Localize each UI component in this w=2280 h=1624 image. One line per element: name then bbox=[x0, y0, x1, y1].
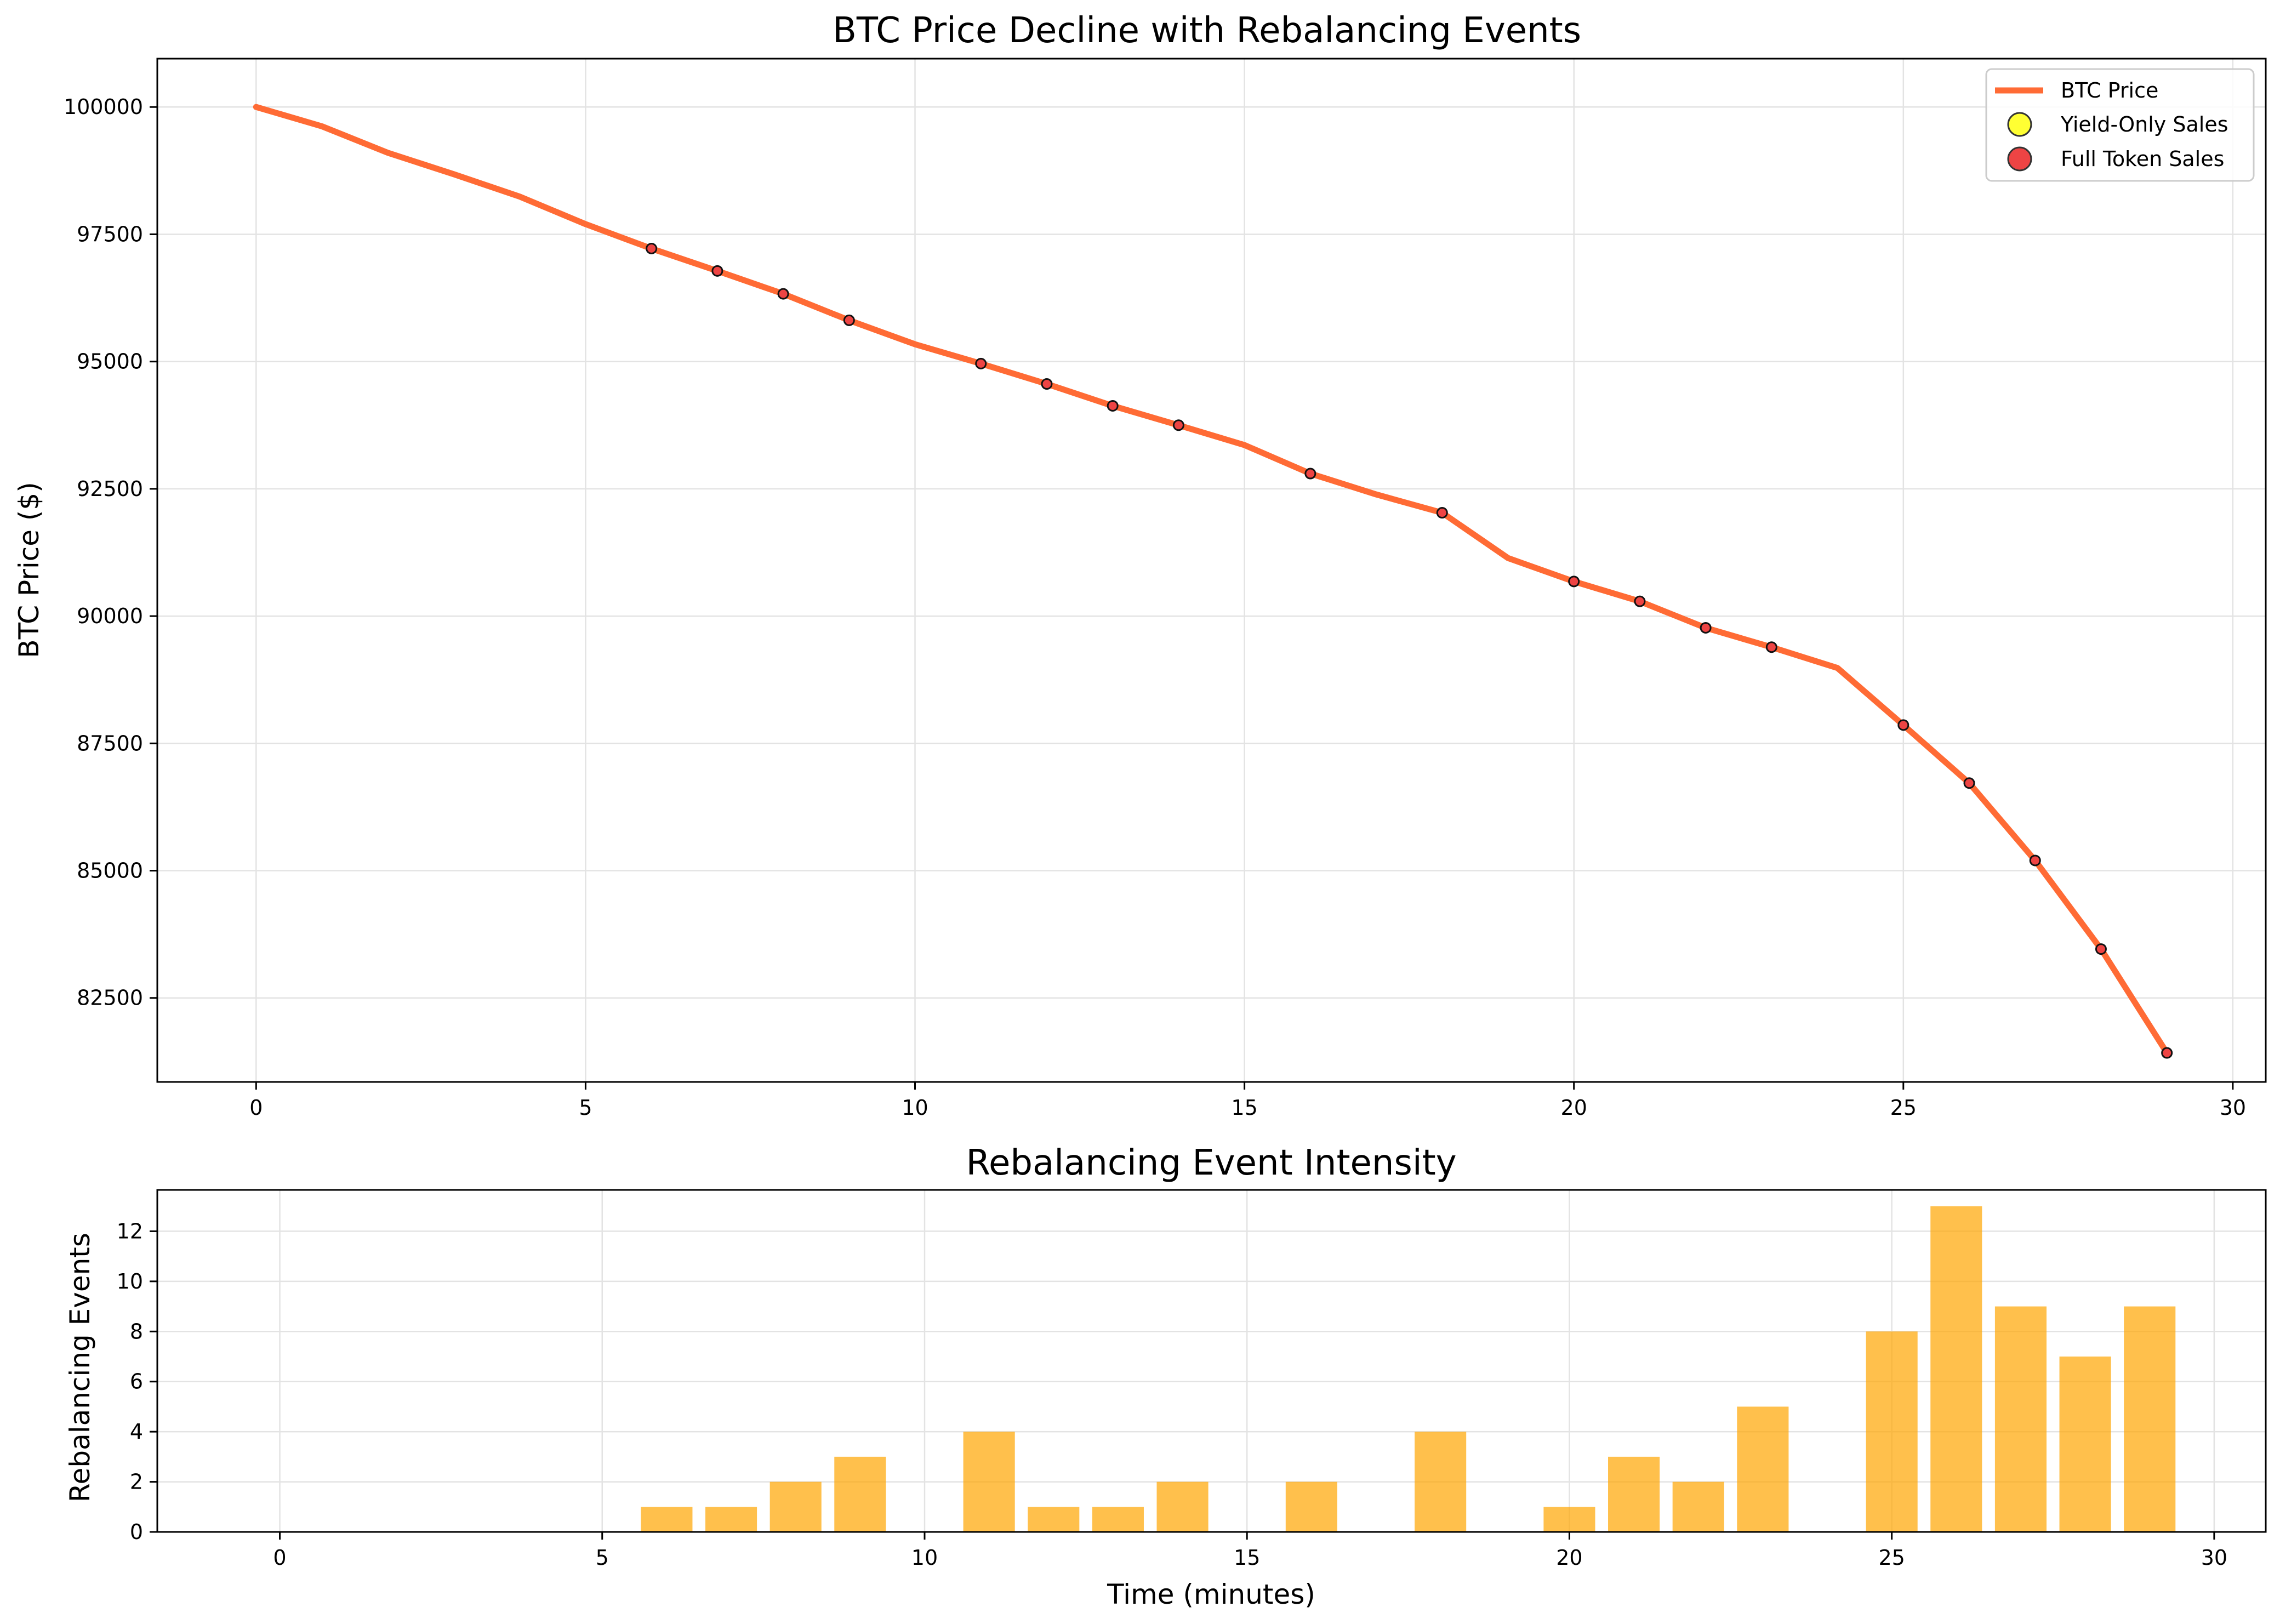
price-chart-x-tick-label: 30 bbox=[2220, 1096, 2246, 1120]
price-chart-y-tick-label: 95000 bbox=[77, 350, 143, 374]
intensity-chart-y-tick-label: 10 bbox=[117, 1269, 143, 1293]
legend-swatch-yield-only bbox=[2007, 112, 2032, 137]
price-chart-x-tick-label: 10 bbox=[902, 1096, 928, 1120]
rebalancing-event-point bbox=[1963, 777, 1975, 789]
legend-swatch-full-token bbox=[2007, 146, 2032, 172]
rebalancing-event-point bbox=[2029, 854, 2041, 867]
price-chart-x-tick-label: 20 bbox=[1561, 1096, 1587, 1120]
event-count-bar bbox=[2059, 1357, 2111, 1532]
price-chart-x-tick-label: 25 bbox=[1890, 1096, 1917, 1120]
rebalancing-event-point bbox=[1041, 378, 1053, 390]
intensity-chart-xlabel: Time (minutes) bbox=[1107, 1579, 1315, 1610]
rebalancing-event-point bbox=[1172, 419, 1184, 431]
event-count-bar bbox=[770, 1481, 822, 1532]
price-chart-y-tick-label: 100000 bbox=[64, 95, 143, 119]
rebalancing-event-point bbox=[975, 357, 987, 369]
rebalancing-event-point bbox=[1765, 641, 1777, 653]
price-chart-x-tick-label: 0 bbox=[249, 1096, 263, 1120]
event-count-bar bbox=[1092, 1507, 1144, 1532]
intensity-chart-x-tick-label: 15 bbox=[1234, 1546, 1260, 1570]
btc-price-line bbox=[253, 104, 2170, 1056]
intensity-chart-x-tick-label: 30 bbox=[2201, 1546, 2227, 1570]
legend-label-yield-only: Yield-Only Sales bbox=[2060, 112, 2228, 136]
rebalancing-event-point bbox=[1568, 575, 1580, 588]
intensity-chart-ticks: 0 5 10 15 20 25 30 0 2 4 6 8 10 12 bbox=[117, 1219, 2227, 1570]
price-chart-legend: BTC Price Yield-Only Sales Full Token Sa… bbox=[1985, 68, 2255, 182]
event-count-bar bbox=[2124, 1306, 2176, 1532]
event-count-bar bbox=[1672, 1481, 1724, 1532]
event-count-bar bbox=[1737, 1406, 1789, 1532]
rebalancing-event-point bbox=[1304, 468, 1316, 480]
price-chart-panel: BTC Price Decline with Rebalancing Event… bbox=[13, 10, 2267, 1120]
rebalancing-event-point bbox=[1700, 622, 1712, 634]
intensity-chart-data bbox=[641, 1206, 2176, 1532]
event-count-bar bbox=[641, 1507, 693, 1532]
intensity-chart-panel: Rebalancing Event Intensity 0 5 10 15 20 25 30… bbox=[64, 1143, 2267, 1610]
rebalancing-event-point bbox=[711, 265, 723, 277]
price-chart-y-tick-label: 85000 bbox=[77, 859, 143, 883]
event-count-bar bbox=[1608, 1456, 1660, 1532]
event-count-bar bbox=[1543, 1507, 1595, 1532]
price-chart-y-tick-label: 82500 bbox=[77, 986, 143, 1010]
intensity-chart-frame bbox=[156, 1189, 2267, 1533]
intensity-chart-x-tick-label: 5 bbox=[596, 1546, 609, 1570]
rebalancing-event-point bbox=[1897, 719, 1910, 731]
event-count-bar bbox=[834, 1456, 886, 1532]
rebalancing-event-point bbox=[1107, 400, 1119, 412]
price-chart-y-tick-label: 97500 bbox=[77, 222, 143, 246]
intensity-chart-x-tick-label: 20 bbox=[1556, 1546, 1582, 1570]
rebalancing-event-point bbox=[646, 242, 658, 254]
intensity-chart-y-tick-label: 2 bbox=[130, 1470, 143, 1494]
event-count-bar bbox=[1994, 1306, 2047, 1532]
event-count-bar bbox=[705, 1507, 757, 1532]
event-count-bar bbox=[963, 1432, 1015, 1532]
price-chart-ticks: 0 5 10 15 20 25 30 82500 85000 87500 90000 92500 950… bbox=[64, 95, 2246, 1120]
price-chart-grid bbox=[157, 59, 2266, 1082]
intensity-chart-y-tick-label: 8 bbox=[130, 1319, 143, 1343]
intensity-chart-ylabel: Rebalancing Events bbox=[64, 1233, 96, 1502]
price-chart-y-tick-label: 90000 bbox=[77, 604, 143, 628]
legend-label-full-token: Full Token Sales bbox=[2061, 147, 2224, 171]
event-count-bar bbox=[1028, 1507, 1080, 1532]
intensity-chart-y-tick-label: 6 bbox=[130, 1370, 143, 1394]
legend-label-btc-price: BTC Price bbox=[2061, 78, 2158, 102]
price-chart-frame bbox=[156, 58, 2267, 1083]
rebalancing-event-point bbox=[2161, 1047, 2173, 1059]
price-chart-x-tick-label: 5 bbox=[579, 1096, 592, 1120]
intensity-chart-x-tick-label: 25 bbox=[1878, 1546, 1905, 1570]
event-count-bar bbox=[1415, 1432, 1467, 1532]
event-count-bar bbox=[1866, 1331, 1918, 1532]
price-chart-ylabel: BTC Price ($) bbox=[13, 482, 45, 658]
rebalancing-event-point bbox=[777, 288, 789, 300]
rebalancing-event-point bbox=[2095, 943, 2107, 955]
event-count-bar bbox=[1285, 1481, 1337, 1532]
rebalancing-event-point bbox=[843, 314, 855, 326]
intensity-chart-y-tick-label: 4 bbox=[130, 1420, 143, 1444]
intensity-chart-y-tick-label: 0 bbox=[130, 1520, 143, 1544]
intensity-chart-x-tick-label: 0 bbox=[273, 1546, 286, 1570]
price-chart-data bbox=[253, 104, 2173, 1059]
event-count-bar bbox=[1930, 1206, 1982, 1532]
intensity-chart-y-tick-label: 12 bbox=[117, 1219, 143, 1243]
rebalancing-event-point bbox=[1436, 507, 1448, 519]
legend-box bbox=[1985, 68, 2255, 182]
intensity-chart-title: Rebalancing Event Intensity bbox=[966, 1143, 1456, 1183]
price-chart-y-tick-label: 87500 bbox=[77, 731, 143, 755]
price-chart-x-tick-label: 15 bbox=[1231, 1096, 1257, 1120]
price-chart-y-tick-label: 92500 bbox=[77, 477, 143, 501]
rebalancing-event-point bbox=[1634, 595, 1646, 607]
intensity-chart-x-tick-label: 10 bbox=[911, 1546, 938, 1570]
price-chart-title: BTC Price Decline with Rebalancing Event… bbox=[833, 10, 1581, 51]
event-count-bar bbox=[1156, 1481, 1209, 1532]
